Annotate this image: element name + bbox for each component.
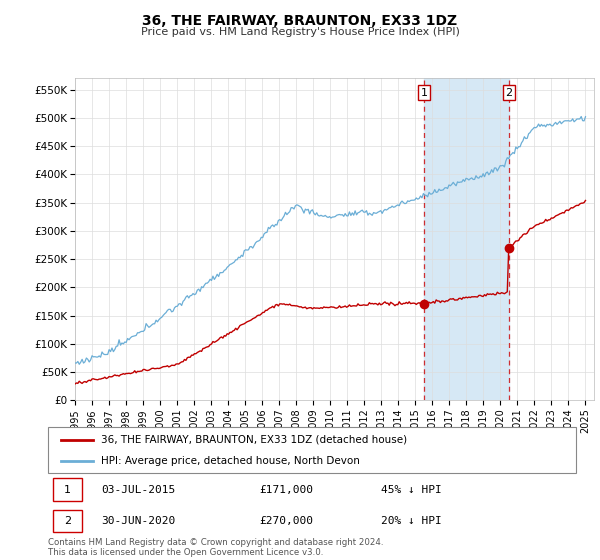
Text: £171,000: £171,000 (259, 484, 313, 494)
Text: 1: 1 (421, 87, 427, 97)
Text: 36, THE FAIRWAY, BRAUNTON, EX33 1DZ: 36, THE FAIRWAY, BRAUNTON, EX33 1DZ (142, 14, 458, 28)
Text: 03-JUL-2015: 03-JUL-2015 (101, 484, 175, 494)
Bar (53, 510, 82, 533)
Text: £270,000: £270,000 (259, 516, 313, 526)
Text: 2: 2 (64, 516, 71, 526)
Text: 45% ↓ HPI: 45% ↓ HPI (380, 484, 442, 494)
Text: HPI: Average price, detached house, North Devon: HPI: Average price, detached house, Nort… (101, 456, 359, 466)
Text: 30-JUN-2020: 30-JUN-2020 (101, 516, 175, 526)
Text: 20% ↓ HPI: 20% ↓ HPI (380, 516, 442, 526)
Text: 1: 1 (64, 484, 71, 494)
Text: Price paid vs. HM Land Registry's House Price Index (HPI): Price paid vs. HM Land Registry's House … (140, 27, 460, 37)
Bar (53, 478, 82, 501)
Bar (424, 78, 509, 400)
Text: 36, THE FAIRWAY, BRAUNTON, EX33 1DZ (detached house): 36, THE FAIRWAY, BRAUNTON, EX33 1DZ (det… (101, 435, 407, 445)
Text: 2: 2 (505, 87, 512, 97)
Text: Contains HM Land Registry data © Crown copyright and database right 2024.
This d: Contains HM Land Registry data © Crown c… (48, 538, 383, 557)
